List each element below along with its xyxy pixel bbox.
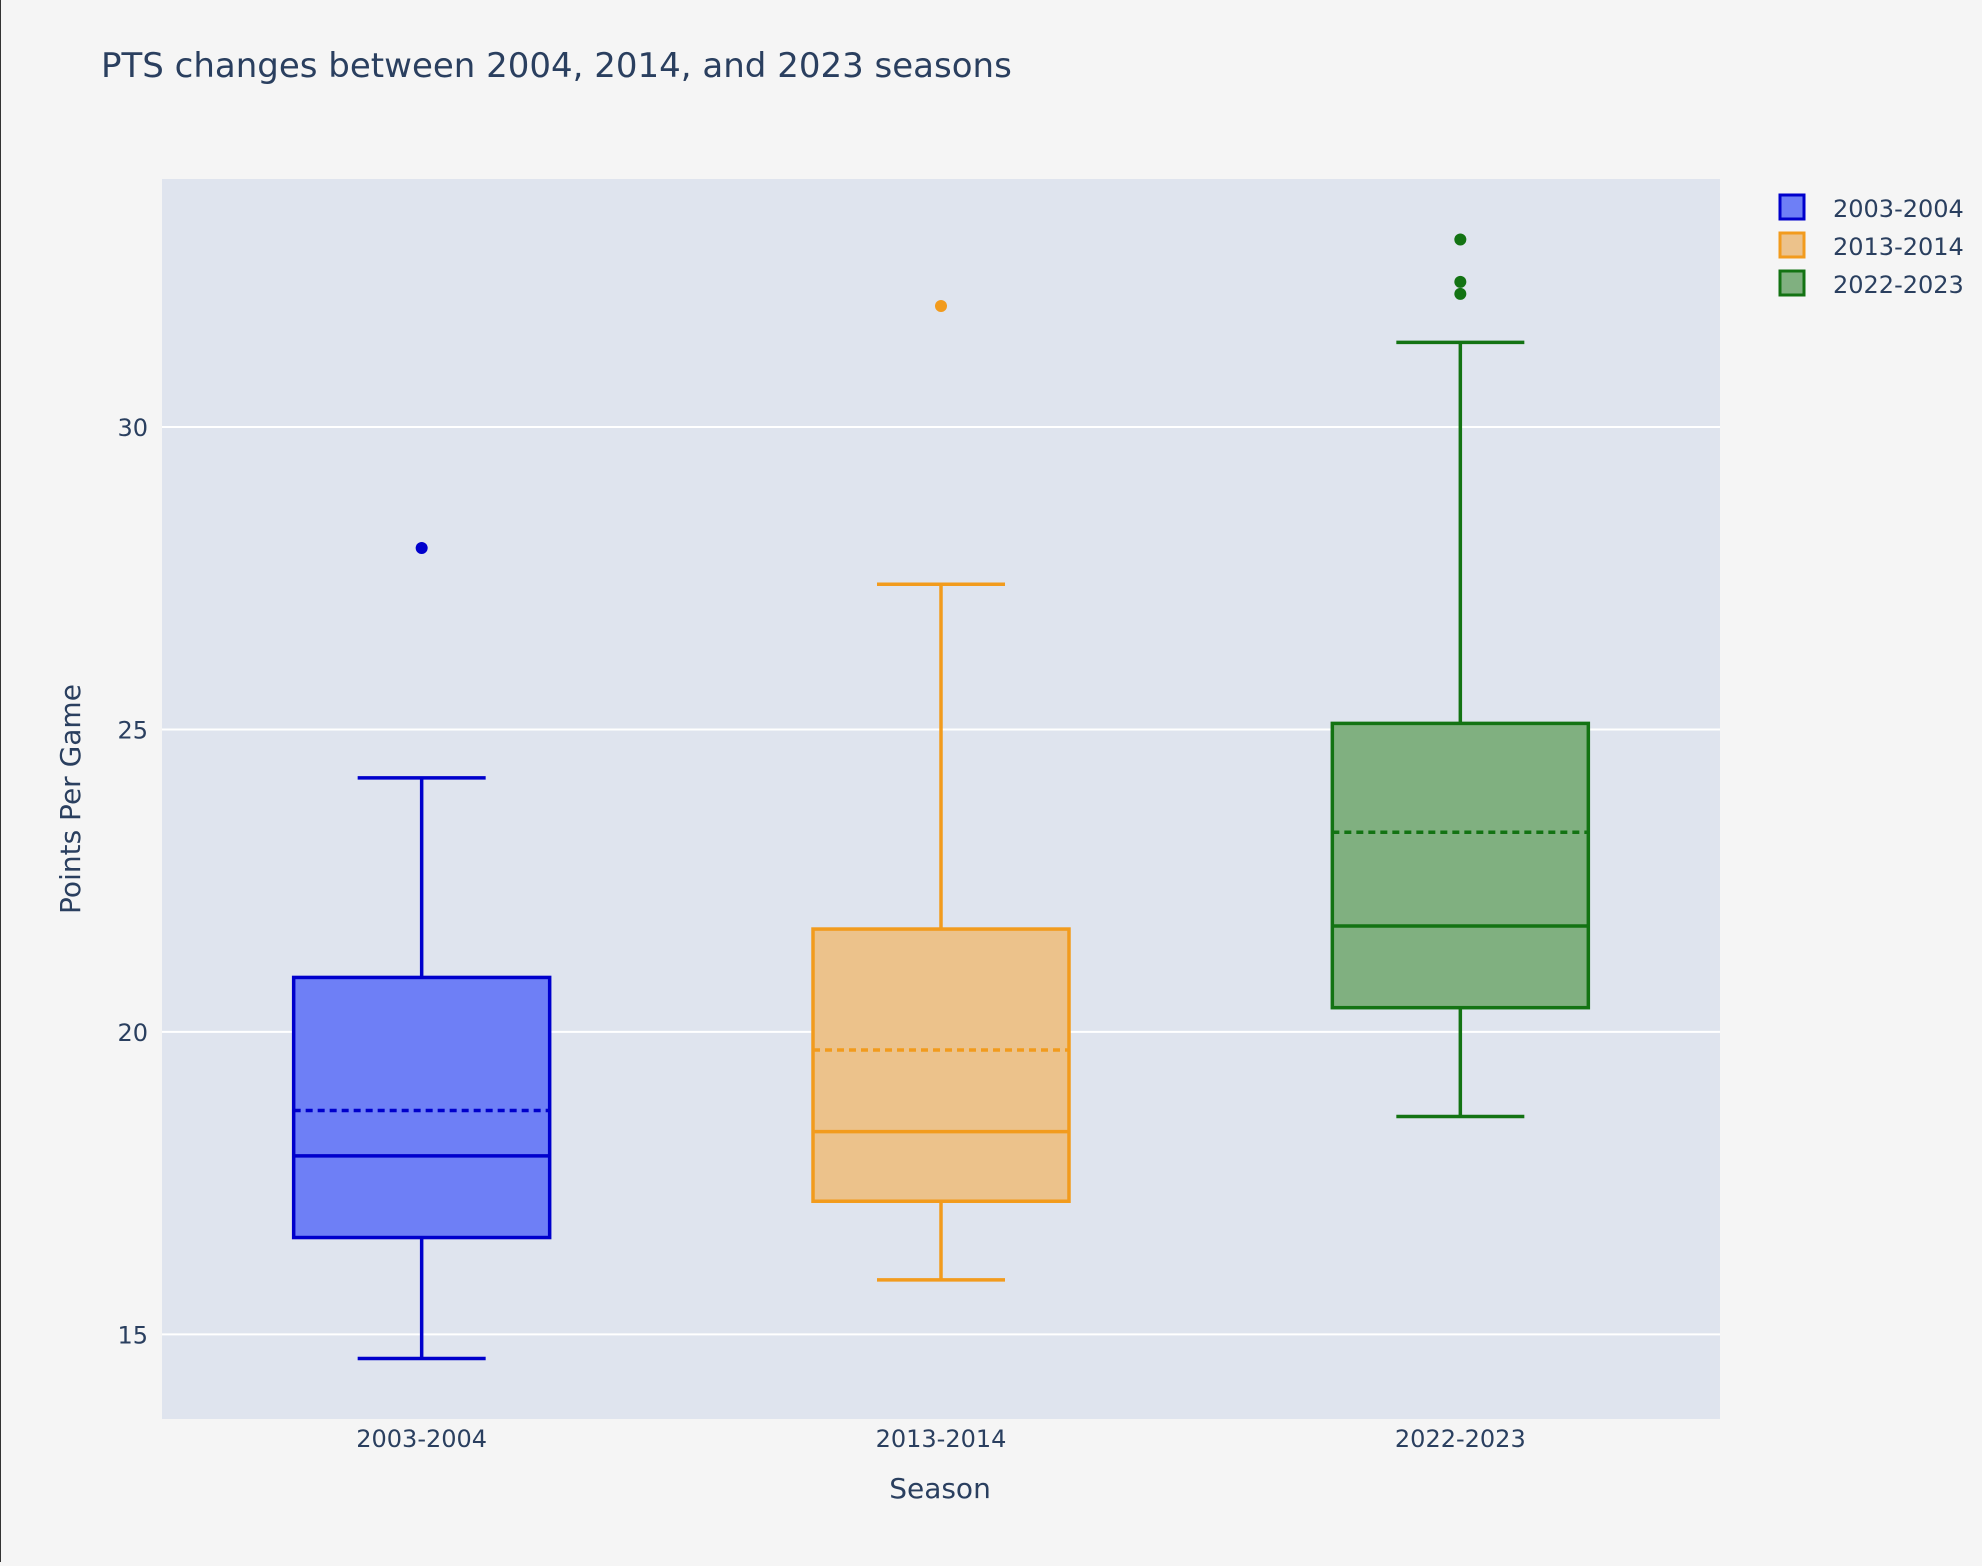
iqr-box[interactable] — [1330, 721, 1591, 1010]
legend-label: 2022-2023 — [1833, 271, 1964, 299]
x-axis-title: Season — [889, 1472, 991, 1505]
legend-item-2013-2014[interactable]: 2013-2014 — [1778, 231, 1964, 261]
iqr-box[interactable] — [811, 927, 1071, 1203]
outlier-point-1[interactable] — [1454, 287, 1467, 300]
y-axis-ticks: 15 20 25 30 — [117, 414, 148, 1349]
boxes — [291, 233, 1591, 1361]
iqr-box[interactable] — [291, 975, 552, 1240]
chart-title: PTS changes between 2004, 2014, and 2023… — [101, 46, 1012, 86]
outlier-point-1[interactable] — [415, 541, 428, 554]
legend-label: 2013-2014 — [1833, 233, 1964, 261]
legend-swatch — [1778, 269, 1806, 297]
legend-label: 2003-2004 — [1833, 195, 1964, 223]
box-trace-2022-2023[interactable] — [1330, 233, 1591, 1119]
y-tick-label-30: 30 — [117, 414, 148, 442]
legend-swatch — [1778, 231, 1806, 259]
box-trace-2013-2014[interactable] — [811, 300, 1071, 1282]
y-tick-label-20: 20 — [117, 1019, 148, 1047]
y-axis-title: Points Per Game — [54, 684, 87, 914]
legend[interactable]: 2003-2004 2013-2014 2022-2023 — [1778, 193, 1964, 299]
legend-item-2022-2023[interactable]: 2022-2023 — [1778, 269, 1964, 299]
x-tick-label-2003-2004: 2003-2004 — [356, 1425, 487, 1453]
outlier-point-1[interactable] — [935, 300, 947, 313]
legend-swatch — [1778, 193, 1806, 221]
outlier-point-2[interactable] — [1454, 275, 1467, 288]
y-tick-label-25: 25 — [117, 716, 148, 744]
outlier-point-3[interactable] — [1454, 233, 1467, 246]
legend-item-2003-2004[interactable]: 2003-2004 — [1778, 193, 1964, 223]
x-tick-label-2022-2023: 2022-2023 — [1395, 1425, 1526, 1453]
x-tick-label-2013-2014: 2013-2014 — [876, 1425, 1007, 1453]
box-trace-2003-2004[interactable] — [291, 541, 552, 1361]
x-axis-ticks: 2003-2004 2013-2014 2022-2023 — [356, 1425, 1525, 1453]
window-left-border — [0, 0, 1, 1562]
y-tick-label-15: 15 — [117, 1321, 148, 1349]
